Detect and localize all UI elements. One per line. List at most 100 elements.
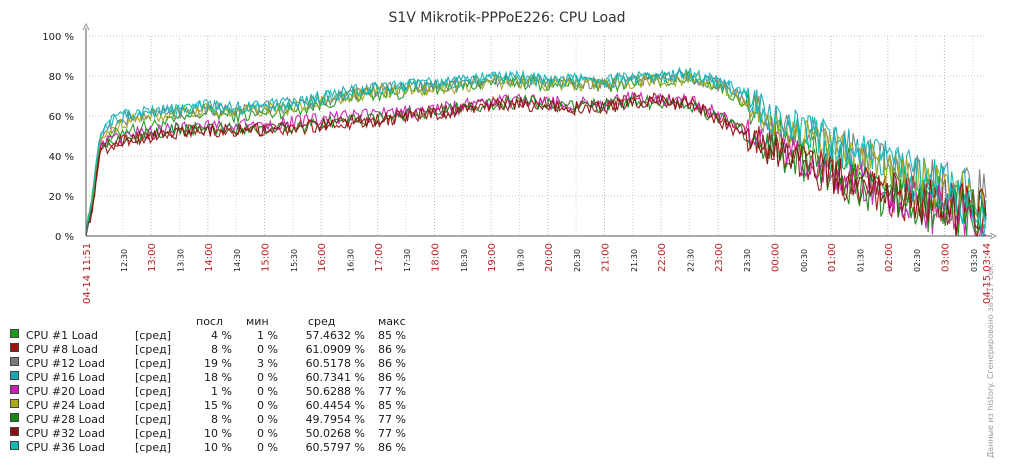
legend-swatch (10, 413, 19, 422)
legend-function: [сред] (135, 371, 171, 384)
x-tick-label: 20:30 (573, 249, 582, 272)
x-range-label: 04-15 03:44 (982, 243, 993, 304)
series-line (85, 70, 987, 234)
legend-last-value: 10 % (204, 427, 232, 440)
legend-swatch (10, 371, 19, 380)
x-tick-label: 19:00 (487, 243, 498, 272)
legend-row: CPU #28 Load [сред] 8 % 0 % 49.7954 % 77 % (10, 413, 430, 427)
legend-series-name: CPU #1 Load (26, 329, 98, 342)
legend-swatch (10, 399, 19, 408)
series-line (85, 67, 987, 234)
x-tick-label: 21:00 (600, 243, 611, 272)
x-tick-label: 18:30 (460, 249, 469, 272)
tick-labels: 0 % 20 % 40 % 60 % 80 % 100 % 12:30 13:00 13:30 1… (42, 32, 993, 304)
legend-row: CPU #12 Load [сред] 19 % 3 % 60.5178 % 86 % (10, 357, 430, 371)
y-tick-label: 40 % (49, 152, 74, 163)
x-tick-label: 19:30 (516, 249, 525, 272)
legend-last-value: 18 % (204, 371, 232, 384)
x-tick-label: 15:00 (260, 243, 271, 272)
y-tick-label: 0 % (55, 232, 74, 243)
x-tick-label: 13:30 (176, 249, 185, 272)
legend-min-value: 0 % (257, 427, 278, 440)
x-tick-label: 22:30 (686, 249, 695, 272)
legend-last-value: 19 % (204, 357, 232, 370)
x-tick-label: 02:30 (913, 249, 922, 272)
x-tick-label: 20:00 (544, 243, 555, 272)
y-tick-label: 80 % (49, 72, 74, 83)
legend-series-name: CPU #16 Load (26, 371, 105, 384)
x-tick-label: 21:30 (630, 249, 639, 272)
x-tick-label: 17:00 (374, 243, 385, 272)
x-tick-label: 23:00 (714, 243, 725, 272)
legend-swatch (10, 441, 19, 450)
legend-series-name: CPU #32 Load (26, 427, 105, 440)
legend-max-value: 77 % (378, 427, 406, 440)
legend-min-value: 0 % (257, 371, 278, 384)
x-tick-label: 16:30 (346, 249, 355, 272)
series-layer (85, 66, 987, 238)
legend-max-value: 86 % (378, 441, 406, 454)
legend-max-value: 77 % (378, 385, 406, 398)
legend-avg-value: 57.4632 % (305, 329, 365, 342)
legend-function: [сред] (135, 441, 171, 454)
legend-avg-value: 50.0268 % (305, 427, 365, 440)
legend-function: [сред] (135, 427, 171, 440)
legend-last-value: 15 % (204, 399, 232, 412)
footer-note: Данные из history. Сгенерировано за 0.17… (986, 263, 995, 458)
x-tick-label: 02:00 (884, 243, 895, 272)
legend-max-value: 85 % (378, 399, 406, 412)
legend-series-name: CPU #20 Load (26, 385, 105, 398)
legend-min-value: 0 % (257, 399, 278, 412)
legend-header-min: мин (246, 315, 269, 328)
x-tick-label: 23:30 (743, 249, 752, 272)
legend-min-value: 0 % (257, 343, 278, 356)
legend-row: CPU #32 Load [сред] 10 % 0 % 50.0268 % 77 % (10, 427, 430, 441)
legend-swatch (10, 343, 19, 352)
legend-avg-value: 60.5178 % (305, 357, 365, 370)
y-axis-arrow (82, 22, 90, 31)
legend-function: [сред] (135, 399, 171, 412)
x-tick-label: 00:30 (800, 249, 809, 272)
legend-max-value: 86 % (378, 371, 406, 384)
x-tick-label: 18:00 (430, 243, 441, 272)
legend-avg-value: 50.6288 % (305, 385, 365, 398)
legend-header-max: макс (378, 315, 406, 328)
x-tick-label: 15:30 (290, 249, 299, 272)
grid (86, 35, 986, 236)
legend-row: CPU #24 Load [сред] 15 % 0 % 60.4454 % 85 % (10, 399, 430, 413)
legend-row: CPU #16 Load [сред] 18 % 0 % 60.7341 % 86 % (10, 371, 430, 385)
y-tick-label: 60 % (49, 112, 74, 123)
legend-function: [сред] (135, 385, 171, 398)
legend-header-last: посл (196, 315, 224, 328)
x-axis-arrow (989, 232, 998, 240)
x-tick-label: 03:00 (940, 243, 951, 272)
legend-max-value: 86 % (378, 343, 406, 356)
legend-series-name: CPU #36 Load (26, 441, 105, 454)
legend-avg-value: 60.7341 % (305, 371, 365, 384)
x-tick-label: 16:00 (317, 243, 328, 272)
legend-series-name: CPU #12 Load (26, 357, 105, 370)
legend-avg-value: 60.5797 % (305, 441, 365, 454)
x-range-label: 04-14 11:51 (82, 243, 93, 304)
x-tick-label: 14:00 (204, 243, 215, 272)
legend-row: CPU #8 Load [сред] 8 % 0 % 61.0909 % 86 % (10, 343, 430, 357)
series-line (85, 93, 987, 237)
legend-min-value: 0 % (257, 413, 278, 426)
series-line (85, 69, 987, 234)
legend-row: CPU #36 Load [сред] 10 % 0 % 60.5797 % 86 % (10, 441, 430, 455)
legend-swatch (10, 357, 19, 366)
x-tick-label: 03:30 (970, 249, 979, 272)
x-tick-label: 13:00 (147, 243, 158, 272)
x-tick-label: 17:30 (403, 249, 412, 272)
legend-min-value: 0 % (257, 385, 278, 398)
legend-last-value: 10 % (204, 441, 232, 454)
legend-avg-value: 60.4454 % (305, 399, 365, 412)
legend-function: [сред] (135, 413, 171, 426)
series-line (85, 70, 987, 238)
legend-last-value: 8 % (211, 343, 232, 356)
legend-last-value: 4 % (211, 329, 232, 342)
legend-swatch (10, 329, 19, 338)
y-tick-label: 20 % (49, 192, 74, 203)
legend-function: [сред] (135, 329, 171, 342)
x-tick-label: 01:30 (856, 249, 865, 272)
